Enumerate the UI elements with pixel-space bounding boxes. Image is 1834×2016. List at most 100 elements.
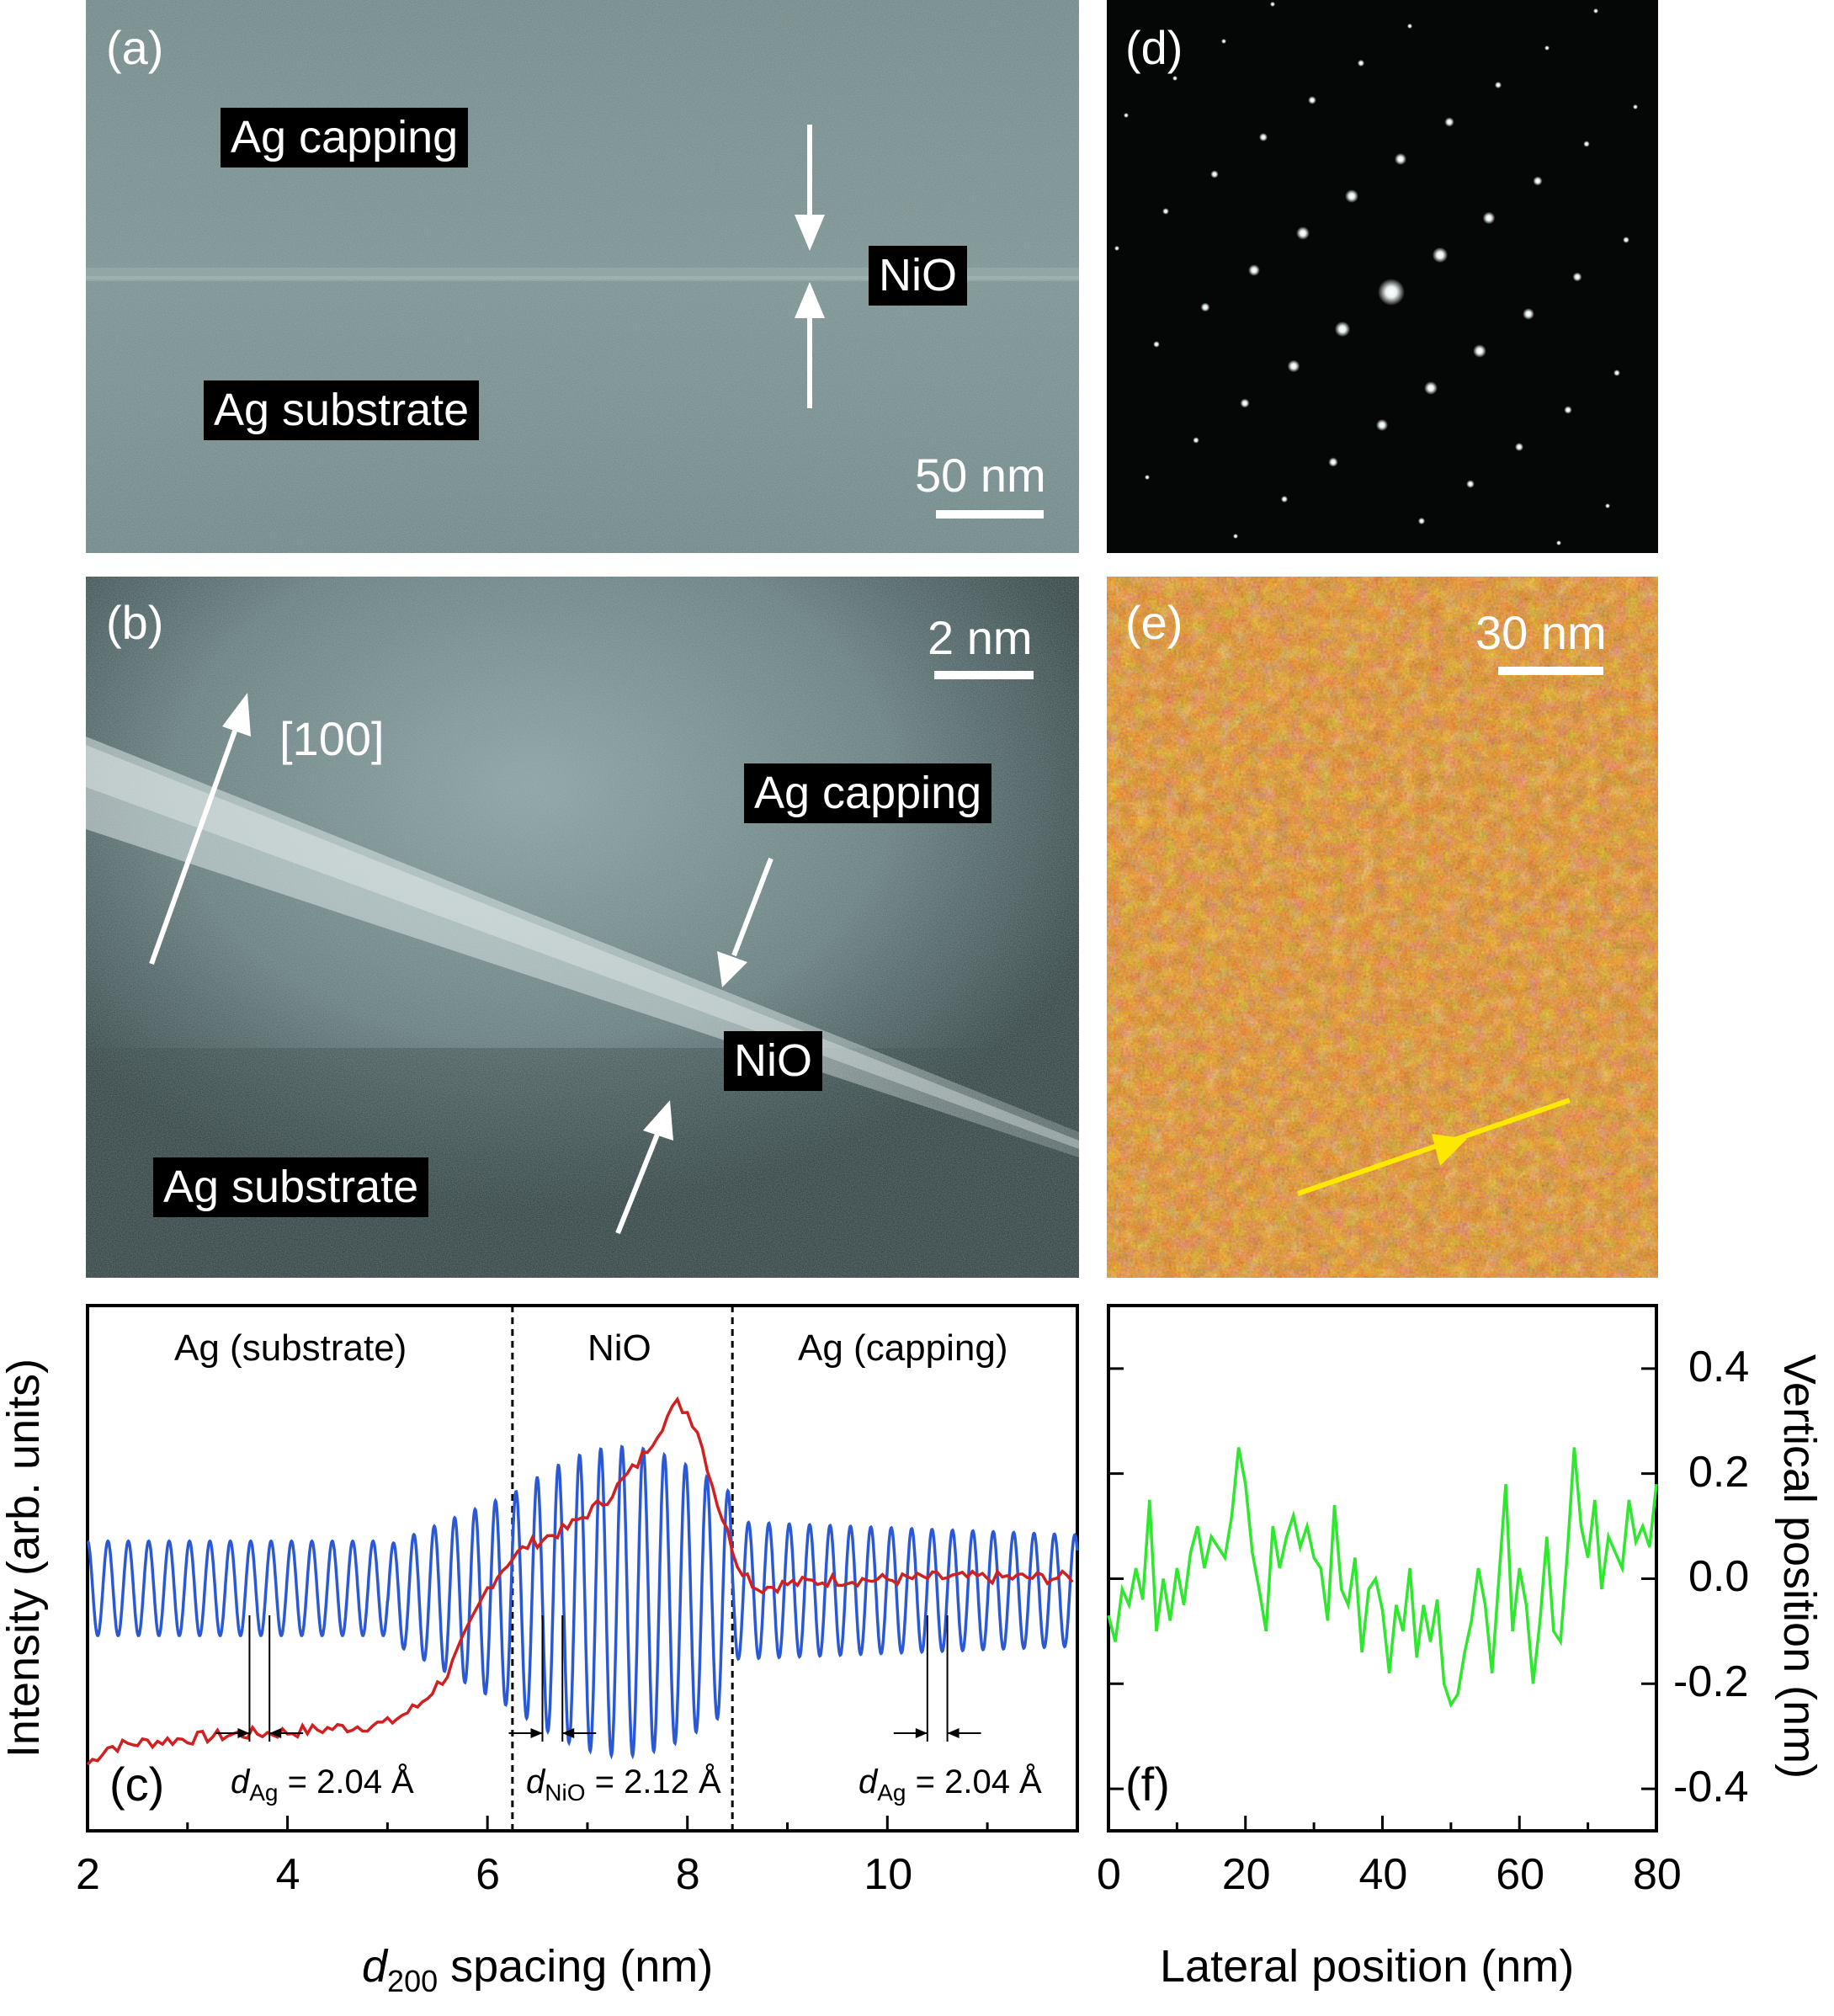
- diffraction-spot: [1193, 437, 1199, 444]
- diffraction-spot: [1432, 247, 1449, 263]
- spacing-arrowhead: [237, 1728, 250, 1738]
- diffraction-spot: [1514, 442, 1524, 452]
- panel-a-tem-image: (a) Ag capping NiO Ag substrate 50 nm: [86, 0, 1079, 553]
- diffraction-spot: [1523, 308, 1534, 320]
- panel-f-frame: [1107, 1304, 1658, 1832]
- diffraction-spot: [1466, 480, 1475, 488]
- diffraction-spot: [1162, 208, 1169, 215]
- diffraction-spot: [1328, 457, 1338, 467]
- panel-f-label: (f): [1125, 1758, 1170, 1811]
- series-red-line: [86, 1396, 1074, 1766]
- panel-c-label: (c): [109, 1758, 165, 1811]
- diffraction-spot: [1270, 2, 1275, 7]
- diffraction-spot: [1406, 23, 1413, 29]
- panel-b-tag-nio: NiO: [724, 1031, 822, 1092]
- panel-b-label: (b): [106, 596, 164, 649]
- diffraction-spot: [1345, 189, 1358, 203]
- panel-c-x-tick-label: 4: [275, 1850, 300, 1899]
- diffraction-spot: [1494, 81, 1502, 89]
- diffraction-spot: [1417, 517, 1426, 525]
- diffraction-spot: [1378, 279, 1405, 306]
- spacing-arrowhead: [530, 1728, 543, 1738]
- diffraction-spot: [1153, 341, 1160, 348]
- panel-e-texture: [1107, 577, 1658, 1278]
- diffraction-spot: [1623, 237, 1629, 243]
- panel-c-region-capping: Ag (capping): [798, 1327, 1008, 1369]
- panel-e-topography: (e) 30 nm: [1107, 577, 1658, 1278]
- panel-f-ylabel: Vertical position (nm): [1774, 1354, 1825, 1779]
- panel-c-region-substrate: Ag (substrate): [174, 1327, 407, 1369]
- panel-c-region-nio: NiO: [587, 1327, 651, 1369]
- spacing-arrowhead: [915, 1728, 928, 1738]
- panel-f-y-tick-label: 0.4: [1688, 1342, 1750, 1391]
- diffraction-spot: [1296, 226, 1310, 240]
- panel-a-tag-nio: NiO: [869, 246, 967, 306]
- diffraction-spot: [1124, 113, 1129, 118]
- diffraction-spot: [1583, 141, 1590, 147]
- panel-f-xlabel: Lateral position (nm): [1160, 1941, 1575, 1992]
- diffraction-spot: [1544, 45, 1550, 51]
- panel-e-label: (e): [1125, 596, 1183, 649]
- panel-c-spacing-nio: dNiO = 2.12 Å: [526, 1763, 721, 1806]
- spacing-arrowhead: [269, 1728, 282, 1738]
- diffraction-spot: [1444, 117, 1454, 127]
- diffraction-spot: [1233, 534, 1238, 539]
- diffraction-spot: [1280, 495, 1289, 503]
- series-green-line: [1107, 1447, 1658, 1709]
- panel-a-scale-text: 50 nm: [915, 449, 1046, 502]
- panel-f-x-tick-label: 0: [1097, 1850, 1121, 1899]
- panel-f-y-tick-label: 0.0: [1688, 1552, 1750, 1602]
- diffraction-spot: [1287, 359, 1300, 373]
- panel-c-x-tick-label: 10: [864, 1850, 913, 1899]
- diffraction-spot: [1145, 475, 1150, 480]
- panel-f-x-tick-label: 40: [1358, 1850, 1408, 1899]
- panel-f-y-tick-label: -0.4: [1673, 1763, 1749, 1812]
- diffraction-spot: [1593, 8, 1598, 13]
- diffraction-spot: [1424, 381, 1438, 395]
- panel-c-ylabel: Intensity (arb. units): [0, 1358, 49, 1758]
- panel-a-tag-ag-capping: Ag capping: [221, 108, 469, 168]
- diffraction-spot: [1248, 264, 1260, 276]
- diffraction-spot: [1394, 152, 1407, 166]
- diffraction-spot: [1308, 96, 1316, 104]
- panel-c-chart: [86, 1304, 1079, 1832]
- diffraction-spot: [1334, 321, 1351, 338]
- panel-c-plot: Ag (substrate) NiO Ag (capping) (c) dAg …: [86, 1304, 1079, 1832]
- diffraction-spot: [1375, 418, 1389, 432]
- series-blue-line: [86, 1444, 1079, 1760]
- diffraction-spot: [1258, 132, 1268, 142]
- diffraction-spot: [1210, 170, 1219, 178]
- panel-b-scale-text: 2 nm: [928, 611, 1033, 664]
- diffraction-spot: [1482, 211, 1496, 225]
- panel-c-xlabel: d200 spacing (nm): [362, 1941, 714, 1998]
- diffraction-spot: [1357, 59, 1365, 67]
- panel-c-x-tick-label: 8: [675, 1850, 700, 1899]
- diffraction-spot: [1613, 370, 1620, 376]
- diffraction-spot: [1473, 344, 1486, 358]
- diffraction-spot: [1633, 104, 1638, 109]
- panel-c-x-tick-label: 2: [76, 1850, 100, 1899]
- panel-f-x-tick-label: 60: [1496, 1850, 1545, 1899]
- panel-d-spots: [1114, 2, 1638, 545]
- panel-b-direction: [100]: [279, 712, 385, 765]
- panel-f-chart: [1107, 1304, 1658, 1832]
- diffraction-spot: [1556, 540, 1561, 545]
- diffraction-spot: [1172, 76, 1177, 81]
- diffraction-spot: [1240, 398, 1250, 408]
- panel-f-y-tick-label: 0.2: [1688, 1447, 1750, 1497]
- diffraction-spot: [1605, 503, 1610, 508]
- panel-a-scale-bar: [936, 510, 1044, 519]
- panel-b-tag-ag-capping: Ag capping: [744, 763, 992, 824]
- panel-d-label: (d): [1125, 21, 1183, 74]
- panel-f-x-tick-label: 20: [1221, 1850, 1271, 1899]
- diffraction-spot: [1564, 406, 1572, 414]
- panel-b-hrtem-image: (b) 2 nm [100] Ag capping NiO Ag substra…: [86, 577, 1079, 1278]
- panel-f-plot: (f): [1107, 1304, 1658, 1832]
- diffraction-spot: [1533, 176, 1543, 186]
- panel-d-diffraction: (d): [1107, 0, 1658, 553]
- panel-b-scale-bar: [934, 671, 1034, 679]
- panel-f-x-tick-label: 80: [1633, 1850, 1682, 1899]
- panel-c-x-tick-label: 6: [476, 1850, 501, 1899]
- panel-f-y-tick-label: -0.2: [1673, 1657, 1749, 1707]
- panel-c-spacing-ag-right: dAg = 2.04 Å: [859, 1763, 1042, 1806]
